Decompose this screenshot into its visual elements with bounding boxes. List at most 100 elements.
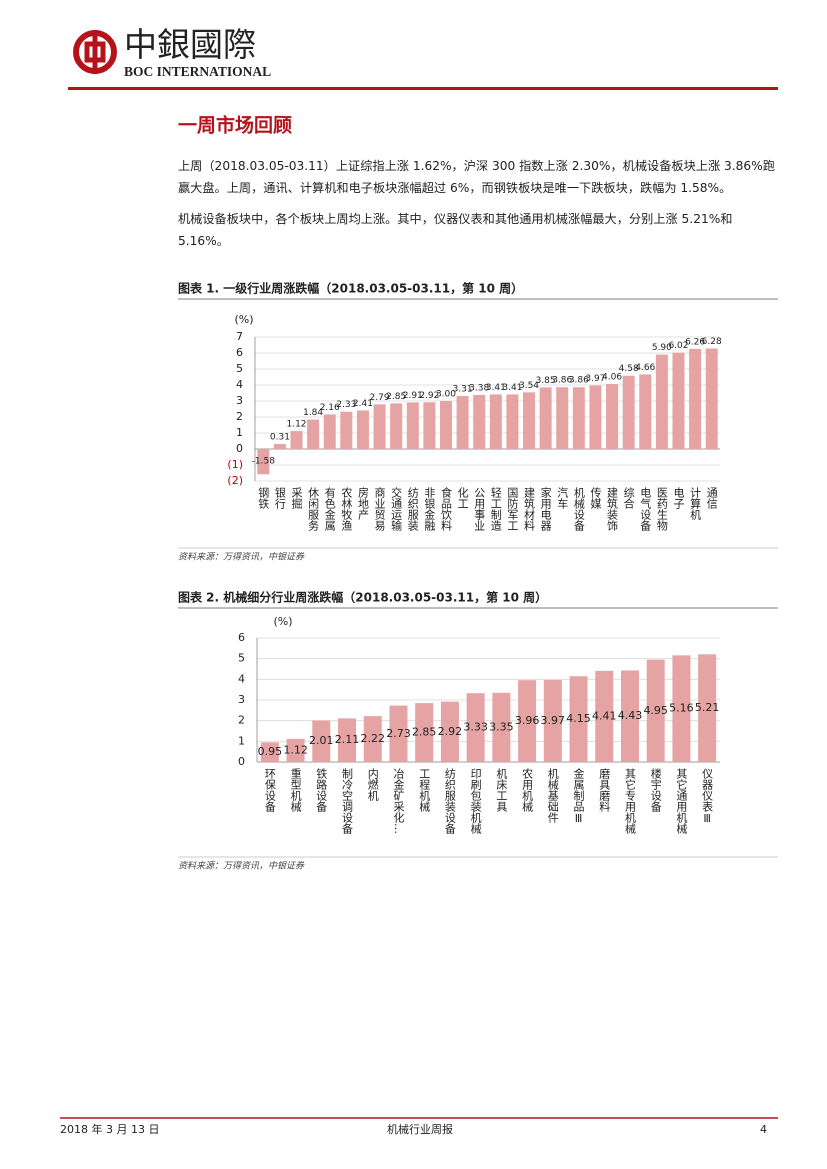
- bar: [518, 680, 537, 762]
- bar: [373, 404, 386, 449]
- x-tick-label: 综合: [622, 486, 635, 509]
- data-label: 0.95: [258, 745, 283, 758]
- bar: [260, 742, 279, 762]
- bar: [655, 354, 668, 449]
- bar: [363, 716, 382, 762]
- data-label: 5.16: [669, 702, 694, 715]
- x-tick-label: 仪器仪表Ⅲ: [701, 768, 714, 825]
- bar: [423, 402, 436, 449]
- x-tick-label: 机械设备: [572, 486, 585, 532]
- data-label: 1.12: [286, 420, 306, 430]
- footer-report: 机械行业周报: [387, 1122, 453, 1136]
- x-tick-label: 汽车: [556, 486, 569, 510]
- data-label: 6.28: [702, 337, 722, 347]
- x-tick-label: 建筑材料: [523, 486, 536, 532]
- data-label: 4.58: [619, 364, 639, 374]
- x-tick-label: 纺织服装设备: [443, 767, 456, 835]
- x-tick-label: 家用电器: [539, 486, 552, 532]
- data-label: 2.91: [403, 391, 423, 401]
- bar: [323, 414, 336, 449]
- x-tick-label: 其它专用机械: [623, 768, 636, 835]
- data-label: 2.73: [386, 727, 411, 740]
- data-label: 2.41: [353, 399, 373, 409]
- y-tick-label: 1: [238, 734, 245, 747]
- x-tick-label: 内燃机: [366, 767, 379, 801]
- x-tick-label: 有色金属: [323, 486, 336, 532]
- data-label: 3.35: [489, 720, 514, 733]
- x-tick-label: 冶金矿采化…: [392, 767, 405, 834]
- data-label: 3.86: [552, 376, 572, 386]
- y-tick-label: 6: [236, 346, 243, 359]
- bar: [406, 402, 419, 449]
- data-label: 2.92: [419, 391, 439, 401]
- bar: [456, 396, 469, 449]
- x-tick-label: 工程机械: [418, 768, 431, 813]
- x-tick-label: 轻工制造: [489, 486, 502, 531]
- bar: [356, 410, 369, 449]
- x-tick-label: 电子: [672, 487, 685, 509]
- x-tick-label: 铁路设备: [315, 768, 328, 813]
- y-tick-label: (2): [227, 474, 243, 487]
- bar: [672, 655, 691, 762]
- bar: [595, 670, 614, 762]
- x-tick-label: 金属制品Ⅲ: [572, 767, 585, 825]
- x-tick-label: 钢铁: [257, 487, 270, 509]
- data-label: 0.31: [270, 433, 290, 443]
- bar: [606, 384, 619, 449]
- bar: [273, 444, 286, 449]
- data-label: 2.79: [370, 393, 390, 403]
- y-tick-label: 4: [238, 672, 245, 685]
- data-label: 2.85: [412, 726, 437, 739]
- x-tick-label: 计算机: [689, 487, 702, 520]
- x-tick-label: 公用事业: [473, 487, 486, 531]
- bar: [543, 679, 562, 762]
- x-tick-label: 农用机械: [521, 767, 534, 813]
- x-tick-label: 非银金融: [423, 487, 436, 532]
- bar: [689, 348, 702, 449]
- data-label: -1.58: [252, 457, 276, 467]
- data-label: 3.96: [515, 714, 540, 727]
- data-label: 3.97: [541, 714, 566, 727]
- bar: [589, 385, 602, 449]
- data-label: 2.16: [320, 403, 340, 413]
- x-tick-label: 电气设备: [639, 487, 652, 532]
- paragraph: 上周（2018.03.05-03.11）上证综指上涨 1.62%，沪深 300 …: [178, 159, 775, 195]
- data-label: 3.31: [453, 385, 473, 395]
- bar: [440, 701, 459, 762]
- data-label: 3.54: [519, 381, 539, 391]
- data-label: 3.85: [536, 376, 556, 386]
- data-label: 3.41: [486, 383, 506, 393]
- x-tick-label: 休闲服务: [307, 487, 320, 531]
- data-label: 2.22: [361, 732, 386, 745]
- y-axis-label: (%): [234, 313, 253, 326]
- bar: [257, 449, 270, 475]
- data-label: 4.95: [643, 704, 668, 717]
- bar: [556, 387, 569, 449]
- figure-title: 图表 1. 一级行业周涨跌幅（2018.03.05-03.11，第 10 周）: [178, 281, 523, 296]
- bar: [307, 419, 320, 449]
- bar: [439, 401, 452, 449]
- x-tick-label: 食品饮料: [439, 486, 452, 532]
- data-label: 2.01: [309, 734, 334, 747]
- bar: [415, 703, 434, 762]
- data-label: 6.02: [668, 341, 688, 351]
- bar: [672, 352, 685, 449]
- bar: [705, 348, 718, 449]
- x-tick-label: 建筑装饰: [606, 486, 619, 531]
- y-tick-label: 0: [236, 442, 243, 455]
- y-tick-label: 5: [236, 362, 243, 375]
- x-tick-label: 磨具磨料: [598, 768, 611, 813]
- bar: [622, 375, 635, 449]
- bar: [698, 654, 717, 762]
- x-tick-label: 传媒: [589, 487, 602, 510]
- data-label: 6.26: [685, 337, 705, 347]
- bar: [539, 387, 552, 449]
- bar: [506, 394, 519, 449]
- y-tick-label: (1): [227, 458, 243, 471]
- x-tick-label: 农林牧渔: [340, 486, 353, 532]
- figure-title: 图表 2. 机械细分行业周涨跌幅（2018.03.05-03.11，第 10 周…: [178, 590, 547, 605]
- y-tick-label: 4: [236, 378, 243, 391]
- y-tick-label: 5: [238, 652, 245, 665]
